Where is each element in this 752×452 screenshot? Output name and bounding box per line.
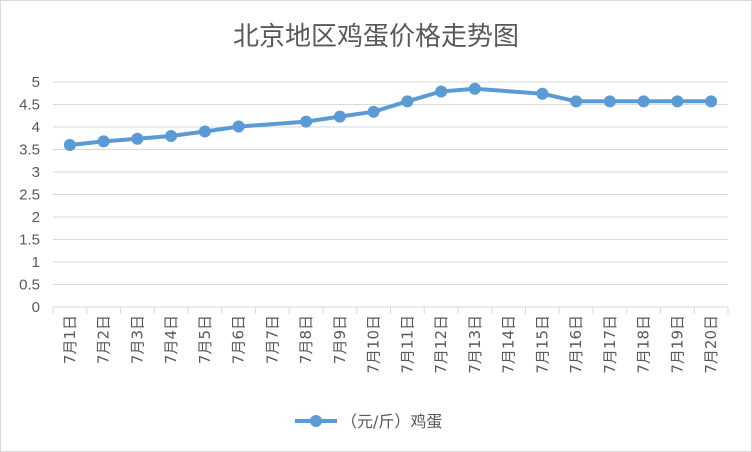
data-point — [536, 87, 549, 100]
data-point — [333, 110, 346, 123]
y-axis: 0 0.5 1 1.5 2 2.5 3 3.5 4 4.5 5 — [19, 74, 40, 316]
data-point — [63, 139, 76, 151]
data-point — [367, 105, 380, 118]
gridlines — [53, 81, 728, 308]
x-tick-label: 7月11日 — [398, 315, 416, 374]
legend-marker-swatch — [310, 415, 322, 427]
legend: （元/斤）鸡蛋 — [295, 412, 442, 431]
x-tick-label: 7月15日 — [533, 315, 551, 374]
data-point — [198, 125, 211, 138]
y-tick-label: 5 — [32, 74, 40, 91]
data-point — [468, 82, 481, 95]
data-point — [705, 95, 718, 108]
x-tick-label: 7月2日 — [95, 315, 113, 364]
data-point — [401, 95, 414, 108]
x-tick-label: 7月6日 — [230, 315, 248, 364]
legend-label: （元/斤）鸡蛋 — [341, 412, 442, 431]
x-tick-label: 7月16日 — [567, 315, 585, 374]
series-layer — [63, 82, 718, 151]
y-tick-label: 1 — [32, 254, 40, 271]
data-point — [300, 115, 313, 128]
data-point — [570, 95, 583, 108]
x-tick-label: 7月7日 — [263, 315, 281, 364]
y-tick-label: 1.5 — [19, 232, 40, 249]
x-tick-label: 7月9日 — [331, 315, 349, 364]
x-tick-label: 7月18日 — [635, 315, 653, 374]
y-tick-label: 4 — [32, 119, 40, 136]
x-tick-label: 7月13日 — [466, 315, 484, 374]
x-tick-label: 7月17日 — [601, 315, 619, 374]
data-point — [637, 95, 650, 108]
x-tick-label: 7月1日 — [61, 315, 79, 364]
x-tick-label: 7月8日 — [297, 315, 315, 364]
data-point — [603, 95, 616, 108]
data-point — [131, 132, 144, 145]
y-tick-label: 0.5 — [19, 277, 40, 294]
y-tick-label: 2.5 — [19, 187, 40, 204]
data-point — [165, 130, 178, 142]
y-tick-label: 2 — [32, 209, 40, 226]
x-tick-label: 7月19日 — [668, 315, 686, 374]
data-point — [435, 85, 448, 98]
x-tick-label: 7月12日 — [432, 315, 450, 374]
y-tick-label: 0 — [32, 299, 40, 316]
chart-title: 北京地区鸡蛋价格走势图 — [233, 22, 519, 52]
x-tick-label: 7月10日 — [365, 315, 383, 374]
x-tick-label: 7月20日 — [702, 315, 720, 374]
data-point — [97, 135, 110, 148]
x-tick-label: 7月14日 — [500, 315, 518, 374]
x-axis: 7月1日 7月2日 7月3日 7月4日 7月5日 7月6日 7月7日 7月8日 7月9日 7月10… — [52, 307, 729, 374]
data-point — [232, 120, 245, 133]
y-tick-label: 3 — [32, 164, 40, 181]
x-tick-label: 7月3日 — [128, 315, 146, 364]
x-tick-label: 7月5日 — [196, 315, 214, 364]
y-tick-label: 3.5 — [19, 142, 40, 159]
y-tick-label: 4.5 — [19, 97, 40, 114]
data-point — [671, 95, 684, 108]
x-tick-label: 7月4日 — [162, 315, 180, 364]
